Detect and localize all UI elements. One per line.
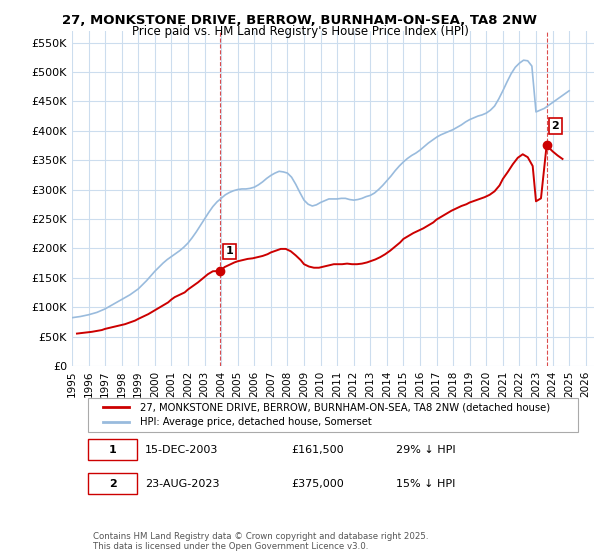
Text: 15% ↓ HPI: 15% ↓ HPI	[395, 479, 455, 489]
Text: £161,500: £161,500	[291, 445, 344, 455]
Text: 2: 2	[109, 479, 116, 489]
Text: 1: 1	[109, 445, 116, 455]
Text: 29% ↓ HPI: 29% ↓ HPI	[395, 445, 455, 455]
Text: Price paid vs. HM Land Registry's House Price Index (HPI): Price paid vs. HM Land Registry's House …	[131, 25, 469, 38]
Text: Contains HM Land Registry data © Crown copyright and database right 2025.
This d: Contains HM Land Registry data © Crown c…	[93, 532, 428, 551]
Text: 1: 1	[226, 246, 233, 256]
Text: £375,000: £375,000	[291, 479, 344, 489]
FancyBboxPatch shape	[88, 398, 578, 432]
Text: 27, MONKSTONE DRIVE, BERROW, BURNHAM-ON-SEA, TA8 2NW (detached house): 27, MONKSTONE DRIVE, BERROW, BURNHAM-ON-…	[140, 403, 550, 412]
Text: 27, MONKSTONE DRIVE, BERROW, BURNHAM-ON-SEA, TA8 2NW: 27, MONKSTONE DRIVE, BERROW, BURNHAM-ON-…	[62, 14, 538, 27]
FancyBboxPatch shape	[88, 473, 137, 494]
FancyBboxPatch shape	[88, 440, 137, 460]
Text: 2: 2	[551, 121, 559, 131]
Text: HPI: Average price, detached house, Somerset: HPI: Average price, detached house, Some…	[140, 417, 371, 427]
Text: 15-DEC-2003: 15-DEC-2003	[145, 445, 218, 455]
Text: 23-AUG-2023: 23-AUG-2023	[145, 479, 220, 489]
